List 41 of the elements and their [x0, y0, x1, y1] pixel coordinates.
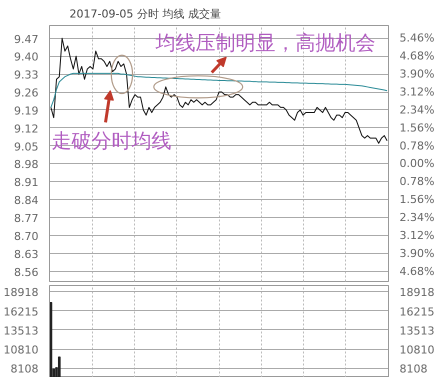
- y-tick-label: 9.40: [14, 50, 39, 64]
- y2-tick-label: 2.34%: [400, 103, 434, 116]
- y2-tick-label: 3.90%: [400, 246, 434, 260]
- y2-tick-label: 3.12%: [400, 229, 434, 242]
- y-tick-label: 10810: [4, 344, 39, 357]
- y-tick-label: 8108: [10, 362, 39, 376]
- y-tick-label: 8.70: [14, 230, 39, 243]
- y2-tick-label: 4.68%: [400, 50, 434, 63]
- annotation: 均线压制明显，高抛机会: [154, 30, 376, 54]
- y-tick-label: 18918: [4, 286, 39, 300]
- y-tick-label: 8.77: [14, 212, 39, 225]
- y-tick-label: 9.19: [14, 104, 39, 118]
- y2-tick-label: 0.78%: [400, 175, 434, 188]
- y-tick-label: 8.84: [14, 194, 39, 208]
- y2-tick-label: 16215: [400, 305, 434, 318]
- y2-tick-label: 1.56%: [400, 193, 434, 206]
- y-tick-label: 9.33: [14, 68, 39, 82]
- y2-tick-label: 2.34%: [400, 211, 434, 224]
- y-tick-label: 8.63: [14, 248, 39, 261]
- y-tick-label: 9.12: [14, 122, 39, 136]
- annotation: 走破分时均线: [52, 128, 172, 152]
- y2-tick-label: 8108: [400, 362, 428, 376]
- y2-tick-label: 1.56%: [400, 121, 434, 134]
- y-tick-label: 8.98: [14, 158, 39, 172]
- y2-tick-label: 13513: [400, 324, 434, 338]
- y2-tick-label: 5.46%: [400, 32, 434, 45]
- y2-tick-label: 10810: [400, 344, 434, 357]
- y-tick-label: 9.05: [14, 140, 39, 154]
- chart-title: 2017-09-05 分时 均线 成交量: [70, 8, 221, 20]
- y-tick-label: 8.91: [14, 176, 39, 190]
- y2-tick-label: 3.12%: [400, 85, 434, 98]
- y2-tick-label: 0.00%: [400, 157, 434, 170]
- y2-tick-label: 4.68%: [400, 264, 434, 278]
- y2-tick-label: 18918: [400, 286, 434, 300]
- y-tick-label: 13513: [4, 324, 39, 338]
- y2-tick-label: 3.90%: [400, 68, 434, 81]
- y-tick-label: 9.26: [14, 86, 39, 100]
- y-tick-label: 16215: [4, 305, 39, 318]
- y-tick-label: 9.47: [14, 32, 39, 46]
- y2-tick-label: 0.78%: [400, 139, 434, 152]
- y-tick-label: 8.56: [14, 266, 39, 279]
